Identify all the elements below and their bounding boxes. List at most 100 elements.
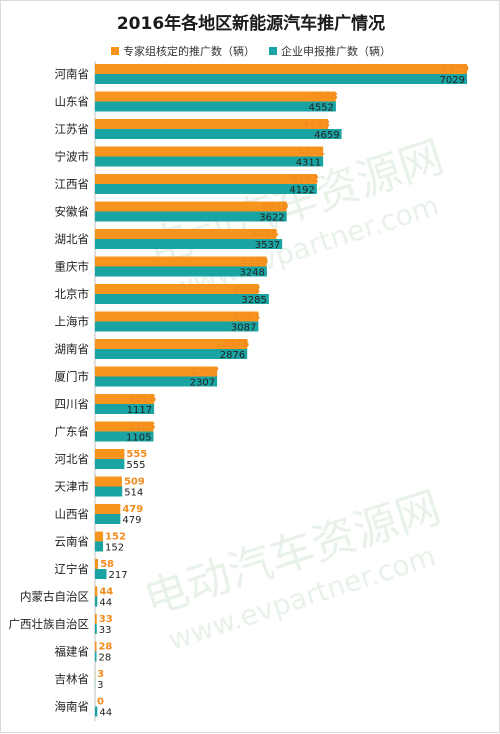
data-label-series-2: 4192: [289, 185, 314, 196]
bar-series-2: [95, 652, 96, 662]
data-label-series-1: 3: [97, 669, 104, 680]
data-label-series-2: 3285: [241, 295, 266, 306]
category-label: 山东省: [55, 95, 90, 109]
data-label-series-2: 1105: [126, 433, 151, 444]
bar-series-1: [95, 642, 96, 652]
data-label-series-1: 4192: [291, 174, 319, 185]
data-label-series-1: 58: [100, 559, 114, 570]
category-label: 厦门市: [55, 370, 90, 384]
data-label-series-1: 0: [97, 697, 104, 708]
data-label-series-1: 3084: [232, 312, 260, 323]
bar-series-1: [95, 449, 124, 459]
data-label-series-1: 4548: [310, 92, 338, 103]
bar-series-1: [95, 532, 103, 542]
data-label-series-1: 33: [99, 614, 113, 625]
bar-series-2: [95, 542, 103, 552]
bar-series-2: [95, 624, 97, 634]
bar-series-1: [95, 504, 120, 514]
category-label: 天津市: [55, 480, 90, 494]
bar-series-1: [95, 477, 122, 487]
bar-series-2: [95, 212, 287, 222]
category-label: 河北省: [55, 452, 90, 466]
bar-series-1: [95, 119, 328, 129]
bar-series-1: [95, 559, 98, 569]
bar-series-2: [95, 597, 97, 607]
data-label-series-1: 3426: [250, 229, 278, 240]
data-label-series-2: 3537: [255, 240, 280, 251]
data-label-series-1: 3619: [261, 202, 289, 213]
category-label: 云南省: [55, 535, 90, 549]
data-label-series-2: 152: [105, 543, 124, 554]
data-label-series-2: 514: [124, 488, 143, 499]
category-label: 湖南省: [55, 342, 90, 356]
data-label-series-1: 555: [126, 449, 147, 460]
data-label-series-1: 44: [99, 587, 113, 598]
data-label-series-1: 3092: [233, 284, 261, 295]
data-label-series-2: 28: [98, 653, 111, 664]
category-label: 四川省: [55, 397, 90, 411]
category-label: 山西省: [55, 507, 90, 521]
bar-series-1: [95, 174, 317, 184]
bar-series-2: [95, 707, 97, 717]
data-label-series-2: 2307: [190, 378, 215, 389]
bar-series-1: [95, 587, 97, 597]
category-label: 重庆市: [55, 260, 90, 274]
data-label-series-1: 3239: [241, 257, 269, 268]
category-label: 江苏省: [55, 122, 90, 136]
category-label: 吉林省: [55, 672, 90, 686]
bar-series-2: [95, 129, 342, 139]
bar-series-2: [95, 514, 120, 524]
bar-series-2: [95, 487, 122, 497]
data-label-series-2: 217: [108, 570, 127, 581]
data-label-series-2: 2876: [220, 350, 245, 361]
data-label-series-1: 28: [98, 642, 112, 653]
category-label: 江西省: [55, 177, 90, 191]
data-label-series-1: 509: [124, 477, 145, 488]
category-label: 内蒙古自治区: [20, 590, 89, 604]
category-label: 湖北省: [55, 232, 90, 246]
data-label-series-1: 7029: [441, 64, 469, 75]
bar-series-1: [95, 202, 287, 212]
bar-series-2: [95, 184, 317, 194]
category-label: 福建省: [55, 645, 90, 659]
data-label-series-2: 33: [99, 625, 112, 636]
data-label-series-1: 2307: [191, 367, 219, 378]
data-label-series-2: 3: [97, 680, 103, 691]
bar-series-2: [95, 459, 124, 469]
category-label: 宁波市: [55, 150, 90, 164]
data-label-series-2: 44: [99, 708, 112, 719]
bar-series-2: [95, 157, 323, 167]
data-label-series-2: 4311: [296, 158, 321, 169]
data-label-series-2: 7029: [440, 75, 465, 86]
data-label-series-1: 1116: [128, 394, 156, 405]
category-label: 北京市: [55, 287, 90, 301]
data-label-series-2: 3087: [231, 323, 256, 334]
bar-series-1: [95, 64, 467, 74]
data-label-series-2: 1117: [127, 405, 152, 416]
data-label-series-2: 3622: [259, 213, 284, 224]
data-label-series-1: 2876: [221, 339, 249, 350]
category-label: 辽宁省: [55, 562, 90, 576]
bar-series-2: [95, 569, 106, 579]
data-label-series-1: 1105: [128, 422, 156, 433]
bar-series-1: [95, 147, 323, 157]
category-label: 广西壮族自治区: [9, 617, 90, 631]
category-label: 广东省: [55, 425, 90, 439]
category-label: 上海市: [55, 315, 90, 329]
bar-series-1: [95, 229, 276, 239]
category-label: 海南省: [55, 700, 90, 714]
data-label-series-2: 3248: [239, 268, 264, 279]
bar-series-2: [95, 74, 467, 84]
data-label-series-2: 44: [99, 598, 112, 609]
data-label-series-2: 4552: [308, 103, 333, 114]
bar-series-1: [95, 614, 97, 624]
data-label-series-2: 479: [122, 515, 141, 526]
data-label-series-2: 4659: [314, 130, 339, 141]
data-label-series-2: 555: [126, 460, 145, 471]
data-label-series-1: 152: [105, 532, 126, 543]
category-label: 安徽省: [55, 205, 90, 219]
data-label-series-1: 4403: [302, 119, 330, 130]
bar-series-2: [95, 102, 336, 112]
